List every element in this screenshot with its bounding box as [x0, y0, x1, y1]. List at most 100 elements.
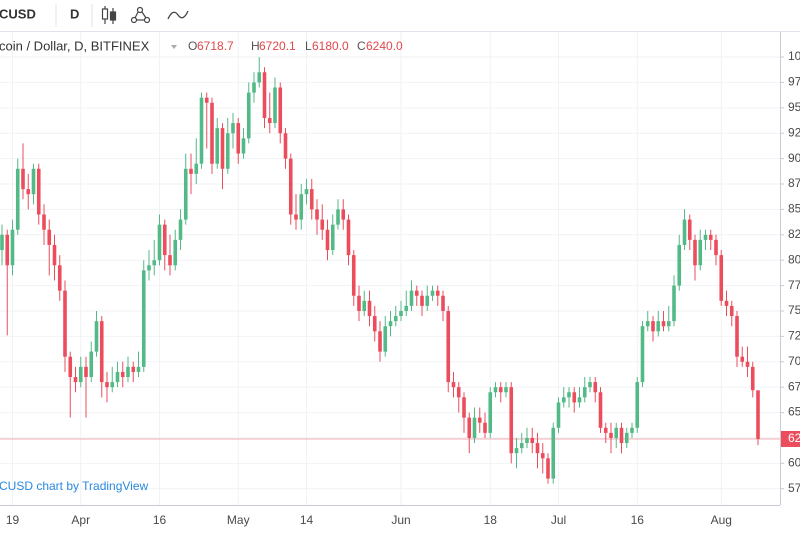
candle-body — [362, 300, 367, 311]
candle-body — [299, 194, 304, 220]
candle-body — [99, 321, 104, 383]
candle-body — [698, 239, 703, 266]
candle-body — [152, 260, 157, 266]
candle-style-icon[interactable] — [101, 6, 117, 24]
candle-body — [677, 244, 682, 286]
watermark[interactable]: CUSD chart by TradingView — [0, 479, 149, 493]
candle-body — [666, 321, 671, 327]
ohlc-label: H — [251, 39, 260, 53]
last-price-label: 6240 — [788, 431, 800, 445]
compare-icon[interactable] — [167, 10, 189, 20]
candle-body — [598, 392, 603, 428]
chart-title: coin / Dollar, D, BITFINEX — [0, 38, 150, 53]
last-price-box — [781, 430, 800, 447]
y-tick-label: 7500 — [788, 303, 800, 317]
candle-body — [309, 189, 314, 210]
candle-body — [147, 265, 151, 271]
x-tick-label: Apr — [71, 513, 90, 527]
interval[interactable]: D — [70, 6, 79, 21]
y-tick-label: 8750 — [788, 176, 800, 190]
toolbar — [0, 0, 800, 31]
ohlc-label: C — [357, 39, 366, 53]
candle-body — [178, 219, 183, 240]
candle-body — [488, 392, 493, 433]
candle-body — [572, 392, 577, 403]
x-tick-label: 18 — [484, 513, 498, 527]
y-tick-label: 5750 — [788, 481, 800, 495]
y-tick-label: 8500 — [788, 202, 800, 216]
candle-body — [435, 290, 440, 296]
candle-body — [750, 366, 755, 391]
candle-body — [21, 168, 25, 190]
candle-body — [609, 432, 613, 438]
candle-body — [325, 229, 330, 251]
candle-body — [593, 382, 598, 393]
candle-body — [383, 326, 388, 352]
candle-body — [231, 123, 235, 134]
grid — [0, 32, 780, 505]
candle-body — [47, 229, 52, 245]
candle-body — [330, 224, 335, 251]
candle-body — [267, 117, 272, 124]
candle-body — [183, 168, 188, 220]
symbol[interactable]: CUSD — [0, 6, 36, 21]
candle-body — [63, 290, 67, 357]
candle-body — [703, 234, 708, 240]
candle-body — [94, 321, 99, 352]
candle-body — [619, 427, 624, 444]
y-tick-label: 6750 — [788, 379, 800, 393]
ohlc-value: 6180.0 — [312, 39, 349, 53]
candle-body — [283, 133, 288, 159]
y-tick-label: 9250 — [788, 125, 800, 139]
candle-body — [682, 219, 687, 245]
candle-body — [210, 102, 214, 164]
candle-body — [110, 382, 115, 388]
x-tick-label: Jul — [551, 513, 566, 527]
indicators-icon[interactable] — [130, 6, 151, 24]
x-tick-label: 16 — [153, 513, 167, 527]
candle-body — [656, 321, 661, 332]
ohlc-label: L — [305, 39, 312, 53]
candle-body — [535, 443, 540, 454]
candle-body — [724, 300, 729, 306]
candle-body — [519, 443, 524, 449]
y-tick-label: 9000 — [788, 151, 800, 165]
candle-body — [630, 427, 634, 433]
candle-body — [26, 189, 31, 195]
candle-body — [745, 361, 750, 367]
candle-body — [36, 168, 41, 215]
candle-body — [614, 427, 619, 438]
candle-body — [635, 382, 640, 428]
candle-body — [215, 128, 220, 164]
candle-body — [498, 387, 503, 393]
candle-body — [446, 310, 451, 383]
candle-body — [483, 422, 487, 433]
candle-body — [456, 387, 461, 398]
ohlc-value: 6240.0 — [366, 39, 403, 53]
candle-body — [530, 437, 535, 444]
candle-body — [420, 295, 424, 306]
candle-body — [199, 97, 204, 164]
candle-body — [477, 417, 482, 423]
candle-body — [273, 87, 277, 124]
candle-body — [73, 377, 78, 383]
candle-body — [162, 224, 167, 256]
dropdown-arrow[interactable] — [171, 45, 177, 49]
candle-body — [603, 427, 608, 433]
ohlc-value: 6720.1 — [259, 39, 296, 53]
candle-body — [357, 295, 361, 311]
x-tick-label: 14 — [300, 513, 314, 527]
candle-body — [341, 209, 346, 220]
y-tick-label: 7750 — [788, 278, 800, 292]
candle-body — [693, 239, 697, 266]
candle-body — [735, 316, 739, 357]
candle-body — [393, 316, 398, 322]
candle-body — [236, 123, 241, 154]
candle-body — [173, 239, 178, 266]
candle-body — [168, 255, 172, 266]
candle-body — [567, 392, 571, 398]
candle-body — [577, 397, 582, 403]
candle-body — [105, 382, 109, 388]
y-tick-label: 7000 — [788, 354, 800, 368]
